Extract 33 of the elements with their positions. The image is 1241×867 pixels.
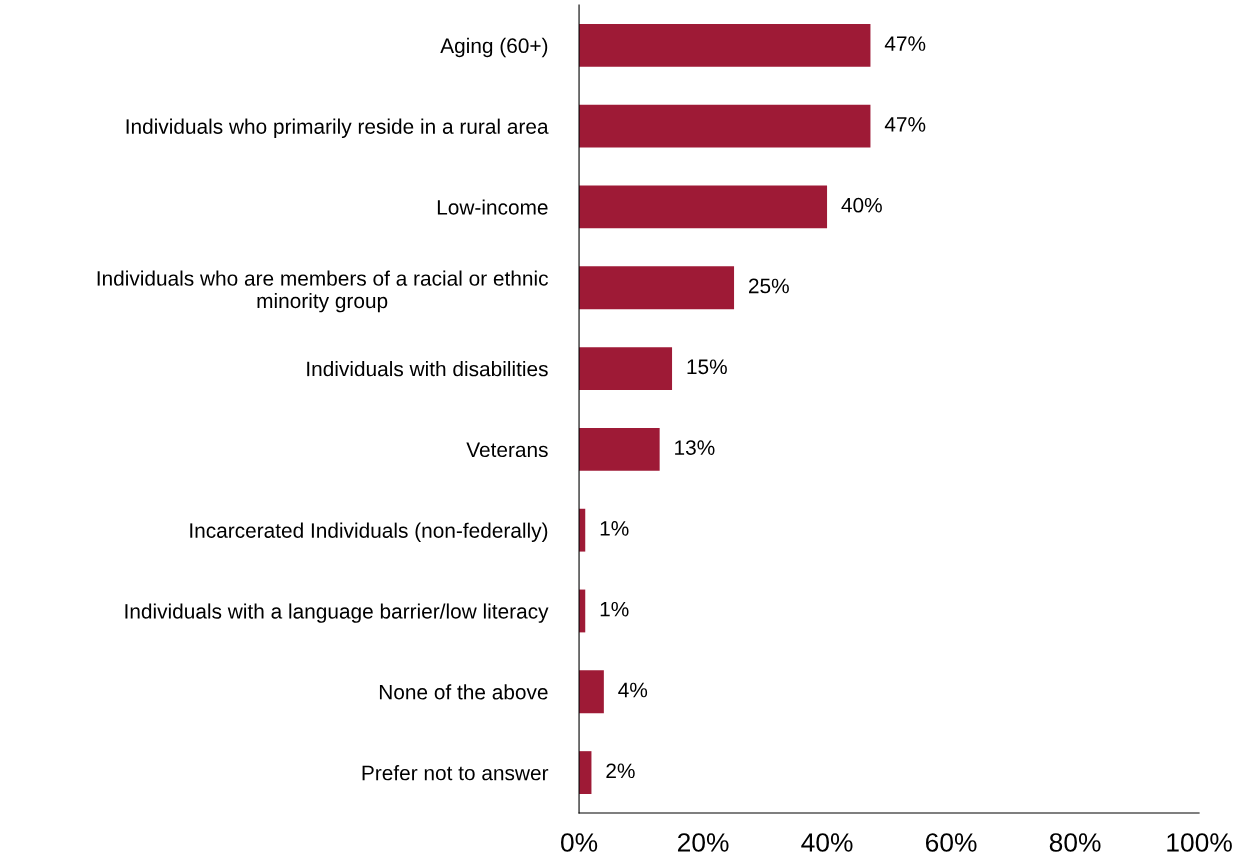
- data-label: 1%: [600, 521, 629, 536]
- data-label: 2%: [606, 763, 635, 779]
- bar: [579, 427, 660, 471]
- x-tick-label: 100%: [1167, 833, 1232, 852]
- bar: [579, 104, 871, 148]
- x-tick-label: 0%: [561, 833, 598, 852]
- x-tick-label: 80%: [1049, 833, 1101, 852]
- data-label: 15%: [687, 359, 727, 375]
- y-tick-label: Low-income: [437, 199, 548, 215]
- y-tick-label: None of the above: [379, 684, 548, 700]
- data-label: 13%: [675, 440, 715, 455]
- bar: [579, 670, 604, 714]
- data-label: 47%: [884, 36, 926, 51]
- y-tick-label: Prefer not to answer: [362, 765, 549, 781]
- y-tick-label: Individuals with a language barrier/low literacy: [125, 603, 549, 623]
- data-label: 25%: [748, 278, 789, 294]
- data-label: 47%: [884, 117, 926, 132]
- x-tick-label: 60%: [925, 833, 977, 852]
- x-tick-label: 40%: [801, 833, 853, 852]
- y-tick-label: Individuals who primarily reside in a rural area: [126, 118, 549, 139]
- y-tick-label: Aging (60+): [440, 37, 548, 58]
- y-tick-label: Individuals who are members of a racial or ethnic minority group: [97, 270, 548, 313]
- data-label: 40%: [841, 197, 882, 213]
- y-tick-label: Veterans: [466, 442, 548, 458]
- bar: [579, 185, 828, 229]
- bar: [579, 266, 735, 310]
- data-label: 4%: [618, 682, 648, 698]
- y-tick-label: Individuals with disabilities: [307, 361, 548, 377]
- y-tick-label: Incarcerated Individuals (non-federally): [190, 522, 548, 543]
- x-tick-label: 20%: [677, 833, 729, 852]
- bar: [579, 347, 673, 390]
- bar: [579, 23, 871, 67]
- data-label: 1%: [600, 601, 629, 617]
